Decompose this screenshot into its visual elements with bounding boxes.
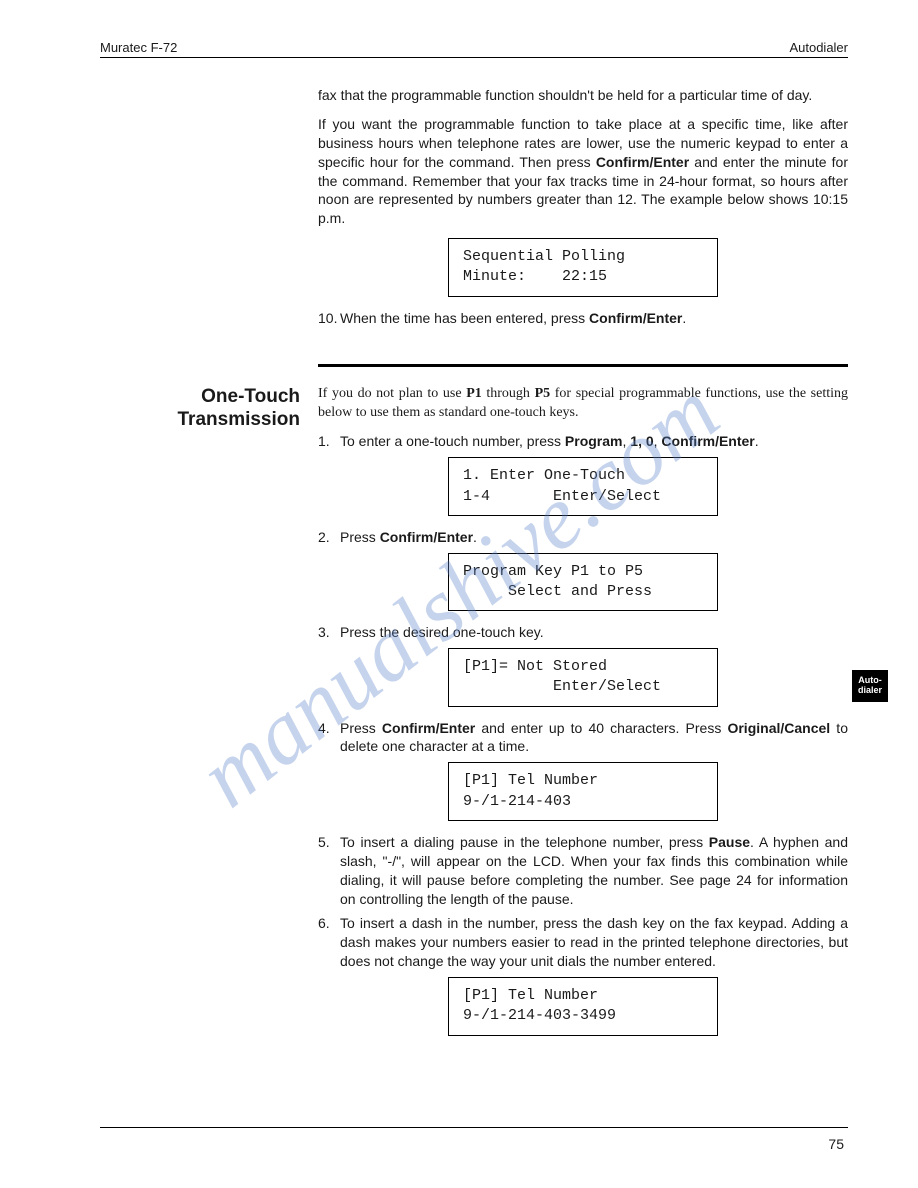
footer-rule — [100, 1127, 848, 1128]
lcd-display-s6: [P1] Tel Number 9-/1-214-403-3499 — [448, 977, 718, 1036]
section-heading: One-Touch Transmission — [100, 385, 318, 433]
lcd-display-s3: [P1]= Not Stored Enter/Select — [448, 648, 718, 707]
side-tab: Auto- dialer — [852, 670, 888, 702]
section-intro: If you do not plan to use P1 through P5 … — [318, 385, 848, 423]
intro-para-1: fax that the programmable function shoul… — [318, 86, 848, 105]
page-header: Muratec F-72 Autodialer — [100, 40, 848, 58]
intro-para-2: If you want the programmable function to… — [318, 115, 848, 228]
step-2: 2. Press Confirm/Enter. — [318, 528, 848, 547]
header-left: Muratec F-72 — [100, 40, 177, 55]
step-5: 5. To insert a dialing pause in the tele… — [318, 833, 848, 909]
section-divider — [318, 364, 848, 367]
lcd-display-s4: [P1] Tel Number 9-/1-214-403 — [448, 762, 718, 821]
lcd-display-s1: 1. Enter One-Touch 1-4 Enter/Select — [448, 457, 718, 516]
lcd-display-s2: Program Key P1 to P5 Select and Press — [448, 553, 718, 612]
step-3: 3. Press the desired one-touch key. — [318, 623, 848, 642]
step-4: 4. Press Confirm/Enter and enter up to 4… — [318, 719, 848, 757]
step-1: 1. To enter a one-touch number, press Pr… — [318, 432, 848, 451]
step-6: 6. To insert a dash in the number, press… — [318, 914, 848, 971]
header-right: Autodialer — [789, 40, 848, 55]
page-number: 75 — [828, 1136, 844, 1152]
lcd-display-time: Sequential Polling Minute: 22:15 — [448, 238, 718, 297]
step-10: 10. When the time has been entered, pres… — [318, 309, 848, 328]
